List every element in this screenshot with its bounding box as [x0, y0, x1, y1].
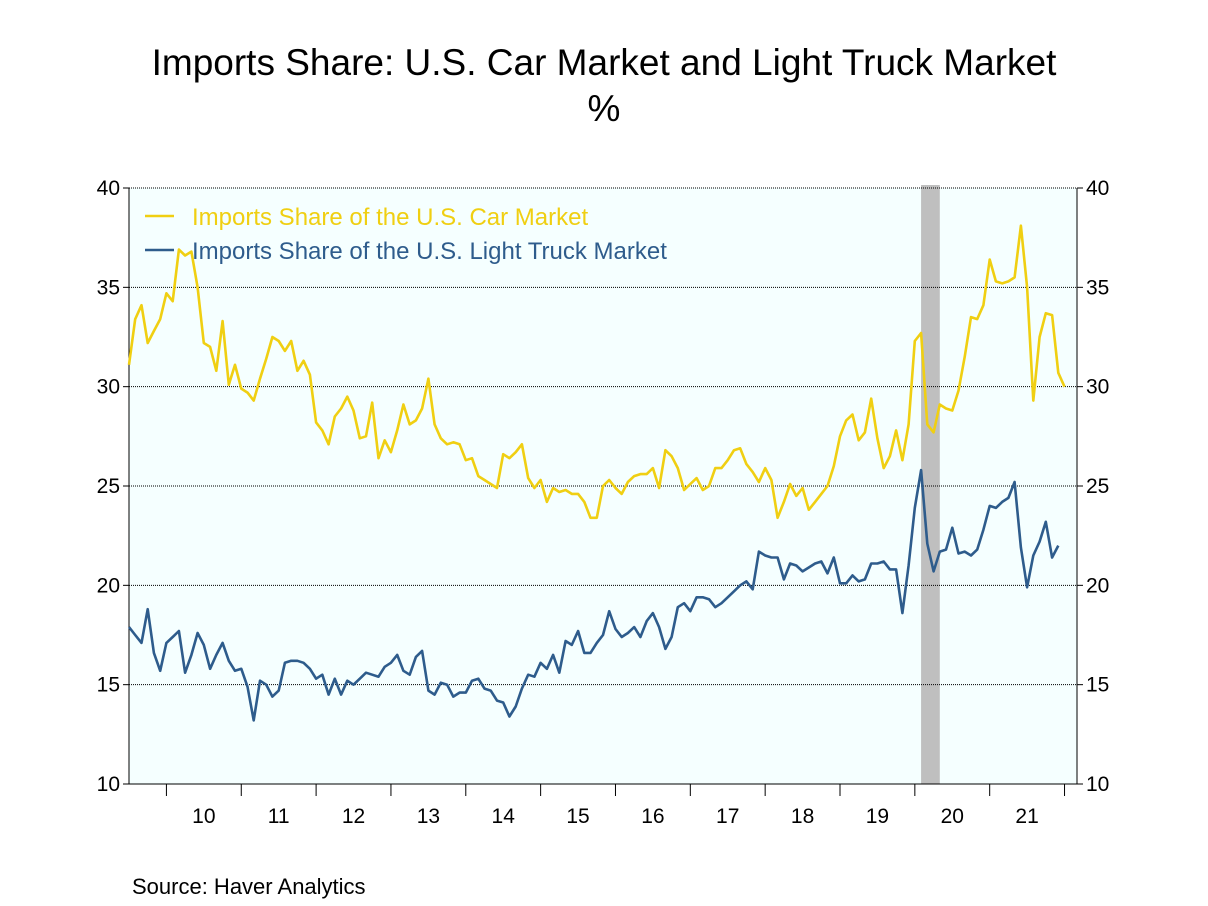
y-tick-label-left: 15: [97, 674, 120, 697]
x-tick-label: 17: [716, 805, 739, 828]
legend-label: Imports Share of the U.S. Light Truck Ma…: [192, 238, 667, 265]
y-tick-label-left: 10: [97, 773, 120, 796]
y-tick-label-left: 30: [97, 376, 120, 399]
x-tick-label: 10: [192, 805, 215, 828]
x-tick-label: 14: [492, 805, 516, 828]
y-tick-label-right: 35: [1086, 276, 1109, 299]
y-tick-label-right: 30: [1086, 376, 1109, 399]
legend-label: Imports Share of the U.S. Car Market: [192, 204, 588, 231]
source-note: Source: Haver Analytics: [132, 874, 366, 899]
y-tick-label-right: 25: [1086, 475, 1109, 498]
light-truck-imports-share-line: [127, 468, 1060, 722]
x-tick-label: 19: [866, 805, 889, 828]
y-tick-label-left: 20: [97, 574, 120, 597]
shaded-period-layer: [921, 185, 940, 784]
x-tick-label: 16: [641, 805, 664, 828]
series-lines: [127, 224, 1066, 722]
y-tick-label-left: 25: [97, 475, 120, 498]
chart-unit-subtitle: %: [587, 88, 621, 129]
y-tick-label-right: 20: [1086, 574, 1109, 597]
recession-shade: [921, 185, 940, 784]
car-imports-share-line: [127, 224, 1066, 520]
x-tick-label: 18: [791, 805, 814, 828]
axes: 10 10 15 15 20 20 25 25 30 30 35 35 40 40 10 11 12 13 14 15…: [97, 177, 1110, 828]
y-tick-label-left: 40: [97, 177, 120, 200]
gridlines: [129, 187, 1077, 686]
x-tick-label: 11: [268, 805, 290, 828]
x-tick-label: 20: [941, 805, 964, 828]
chart-title: Imports Share: U.S. Car Market and Light…: [151, 42, 1057, 83]
x-tick-label: 12: [342, 805, 365, 828]
x-tick-label: 13: [417, 805, 440, 828]
y-tick-label-left: 35: [97, 276, 120, 299]
x-tick-label: 21: [1015, 805, 1038, 828]
y-tick-label-right: 40: [1086, 177, 1109, 200]
y-tick-label-right: 15: [1086, 674, 1109, 697]
y-tick-label-right: 10: [1086, 773, 1109, 796]
legend: Imports Share of the U.S. Car Market Impo…: [145, 204, 667, 265]
x-tick-label: 15: [566, 805, 589, 828]
